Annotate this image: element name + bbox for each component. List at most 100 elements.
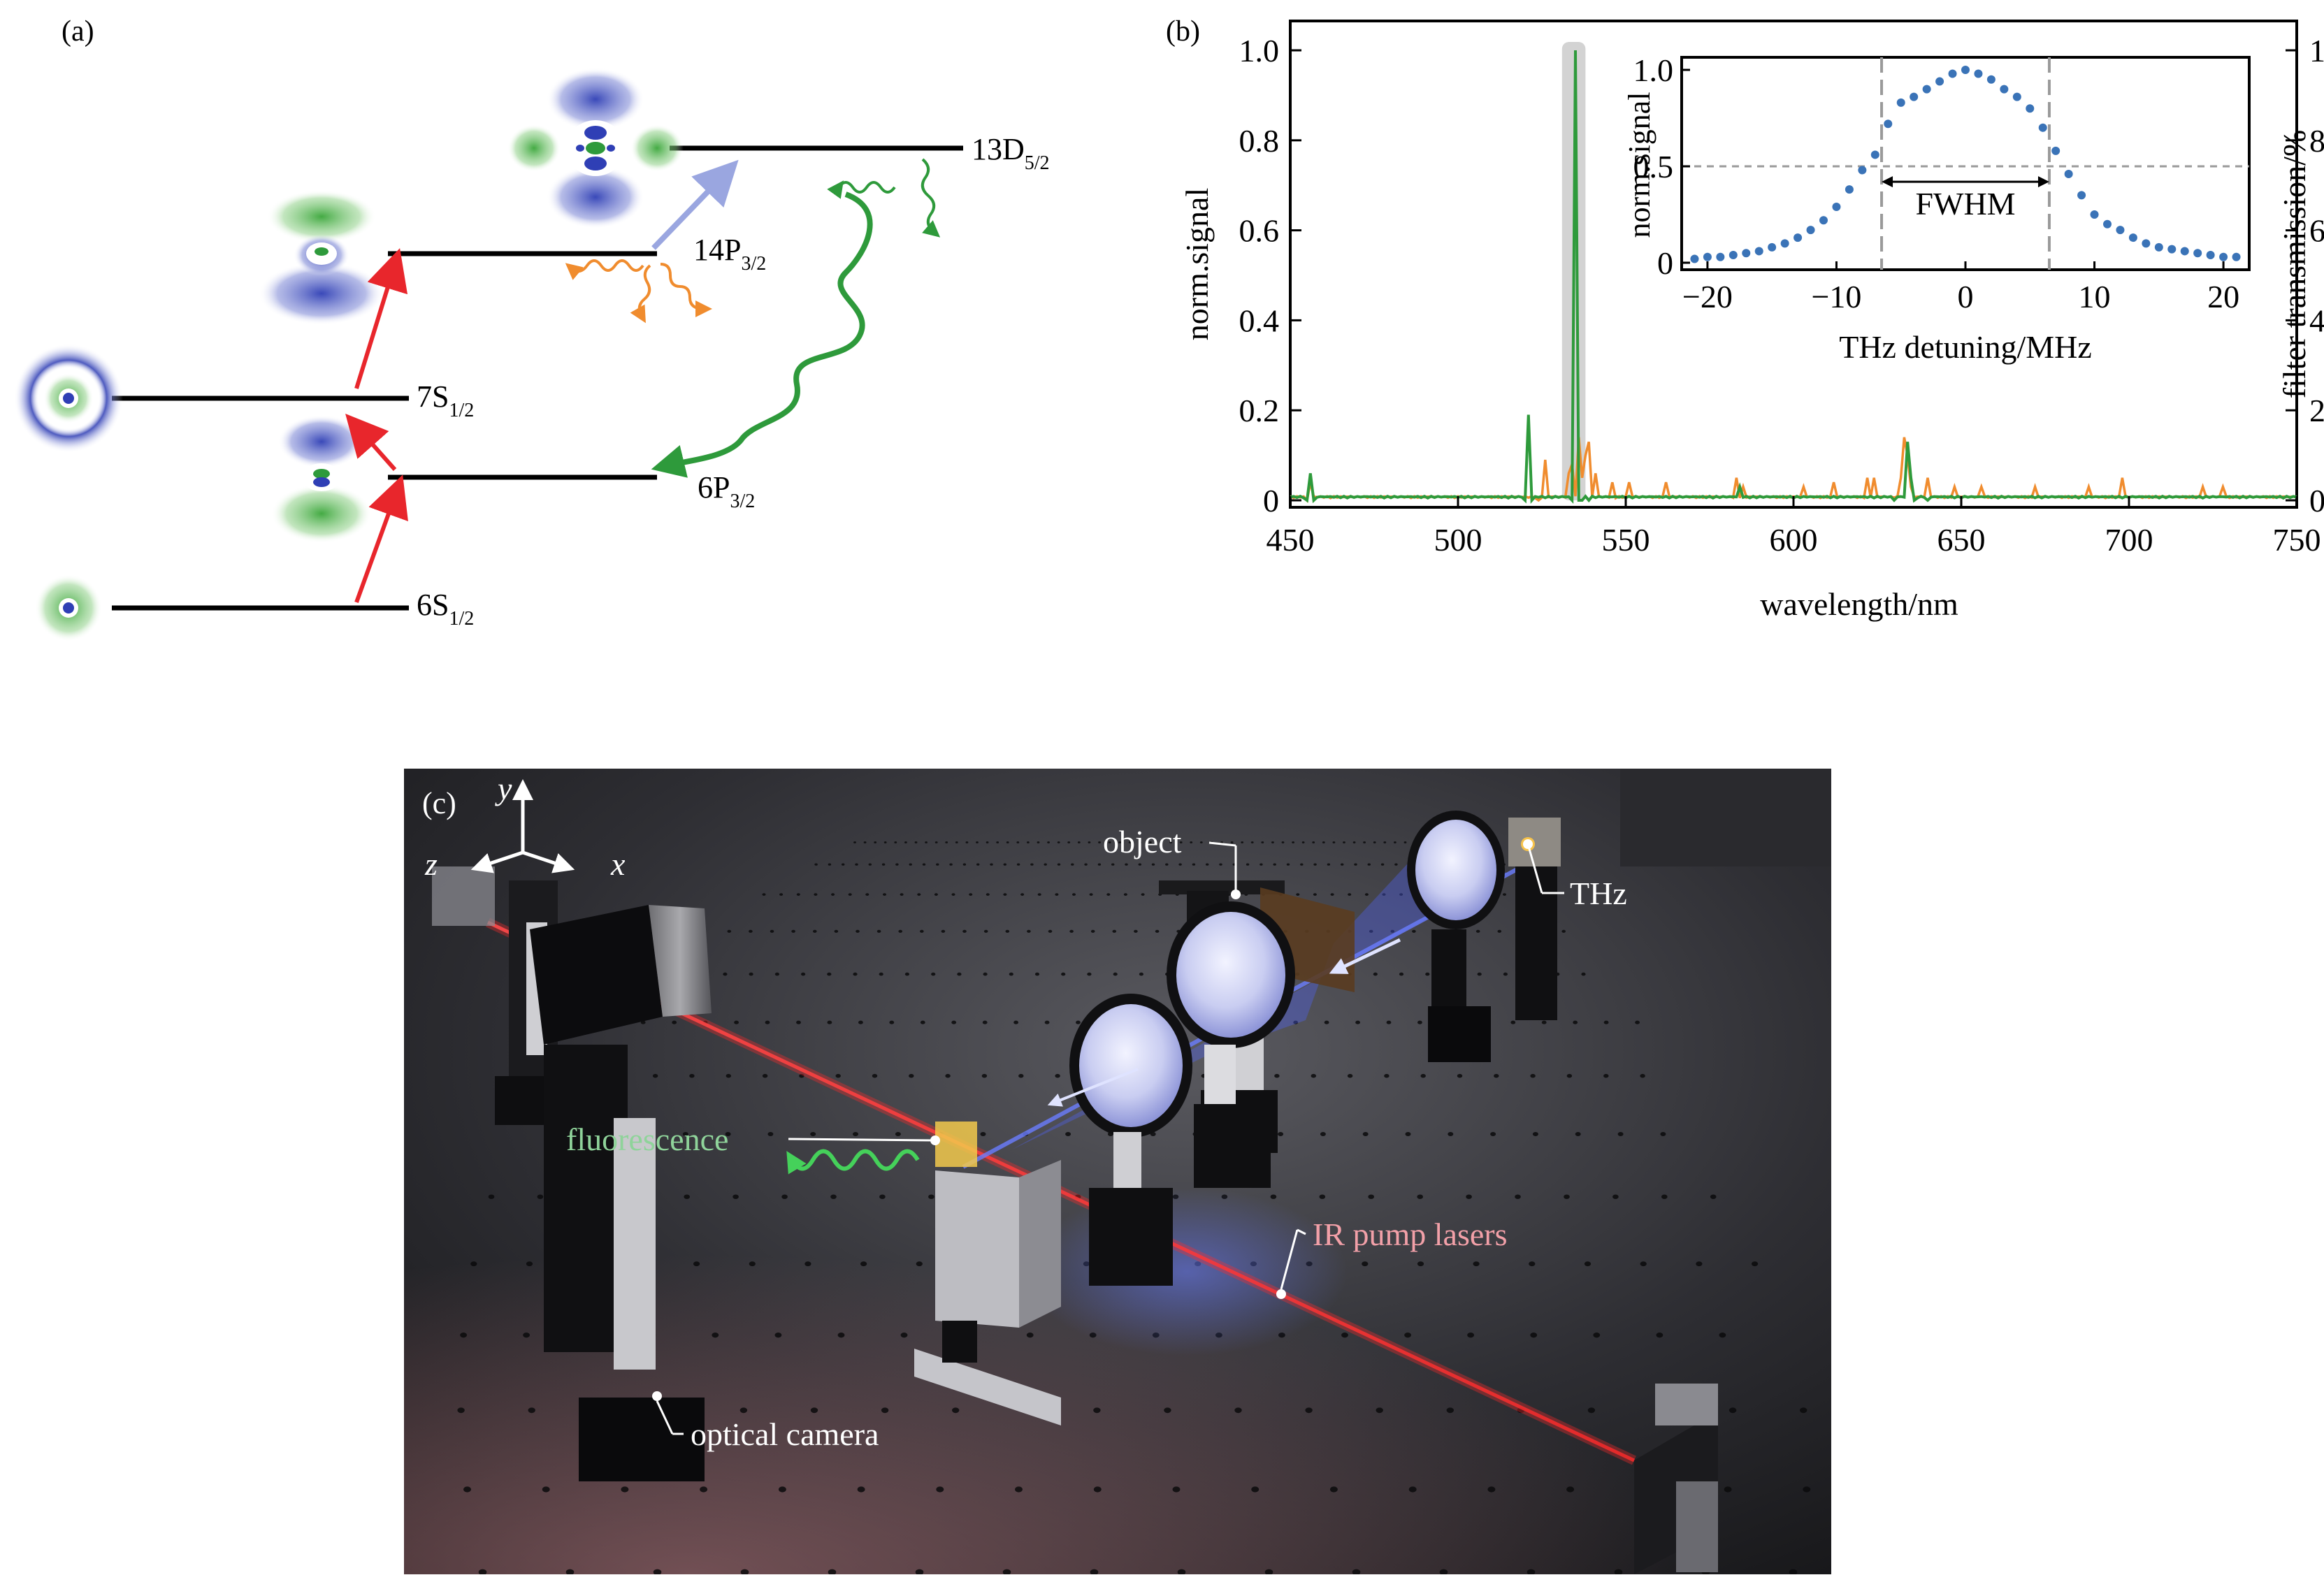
table-hole	[883, 841, 887, 843]
table-hole	[1612, 1194, 1619, 1199]
experimental-setup-render: y z x (c)	[404, 769, 1831, 1574]
table-hole	[853, 972, 858, 976]
table-hole	[765, 1020, 770, 1024]
table-hole	[652, 1073, 658, 1078]
table-hole	[951, 893, 955, 896]
table-hole	[865, 893, 869, 896]
table-hole	[460, 1333, 467, 1338]
table-hole	[934, 893, 938, 896]
orbital-13d	[507, 68, 684, 228]
table-hole	[980, 1132, 986, 1136]
table-hole	[734, 1020, 739, 1024]
table-hole	[955, 841, 958, 843]
x-tick-label: 450	[1266, 522, 1315, 558]
table-hole	[1230, 841, 1234, 843]
table-hole	[1037, 841, 1040, 843]
table-hole	[1134, 929, 1138, 933]
callout-object: object	[1103, 824, 1241, 899]
orbital-14p	[259, 190, 384, 325]
table-hole	[1006, 841, 1009, 843]
table-hole	[1322, 841, 1325, 843]
table-hole	[621, 1486, 629, 1493]
fluorescence-emission-wave	[786, 1149, 920, 1175]
table-hole	[1803, 1486, 1811, 1493]
table-hole	[1362, 1261, 1369, 1267]
table-hole	[853, 841, 856, 843]
table-hole	[1343, 841, 1345, 843]
table-hole	[931, 972, 936, 976]
table-hole	[1165, 863, 1169, 866]
table-hole	[1789, 1569, 1798, 1574]
table-hole	[1172, 1486, 1181, 1493]
table-hole	[488, 1194, 495, 1199]
table-hole	[1575, 1132, 1581, 1136]
table-hole	[542, 1486, 550, 1493]
table-hole	[1037, 893, 1041, 896]
inset-data-point	[1870, 150, 1879, 159]
table-hole	[1529, 1261, 1536, 1267]
table-hole	[689, 1073, 695, 1078]
table-hole	[889, 1020, 895, 1024]
table-hole	[1169, 841, 1172, 843]
inset-data-point	[2206, 250, 2215, 259]
table-hole	[957, 972, 962, 976]
y2-tick-label: 20	[2309, 393, 2324, 428]
table-hole	[1020, 893, 1025, 896]
table-hole	[1270, 1194, 1277, 1199]
table-hole	[1234, 1407, 1242, 1414]
inset-data-point	[2180, 247, 2189, 256]
inset-data-point	[2026, 104, 2035, 113]
table-hole	[1417, 1020, 1422, 1024]
table-hole	[1271, 841, 1274, 843]
table-hole	[828, 863, 832, 866]
table-hole	[855, 863, 858, 866]
table-hole	[1047, 841, 1050, 843]
table-hole	[868, 863, 872, 866]
y2-tick-label: 40	[2309, 303, 2324, 338]
table-hole	[1660, 1132, 1666, 1136]
table-hole	[463, 1486, 471, 1493]
table-hole	[1710, 1194, 1717, 1199]
table-hole	[1341, 1333, 1348, 1338]
callout-ir-pump-label: IR pump lasers	[1313, 1217, 1508, 1252]
table-hole	[1320, 1132, 1326, 1136]
table-hole	[1348, 893, 1352, 896]
inset-data-point	[1754, 247, 1763, 256]
table-hole	[1015, 1486, 1023, 1493]
pump-arrow-6p-7s	[345, 414, 397, 471]
table-hole	[834, 929, 839, 933]
inset-data-point	[1858, 166, 1867, 175]
table-hole	[909, 1073, 914, 1078]
table-hole	[920, 929, 924, 933]
pump-arrow-7s-14p	[354, 248, 408, 389]
fluorescence-wave	[651, 191, 873, 478]
inset-data-point	[1884, 119, 1893, 129]
inset-x-tick-label: 20	[2207, 279, 2239, 314]
callout-camera: optical camera	[652, 1391, 879, 1452]
inset-data-point	[1922, 85, 1931, 94]
table-hole	[1587, 1407, 1596, 1414]
table-hole	[1584, 1261, 1592, 1267]
table-hole	[774, 972, 779, 976]
table-hole	[1164, 1407, 1171, 1414]
table-hole	[1373, 841, 1376, 843]
table-hole	[1093, 1486, 1102, 1493]
table-hole	[1383, 841, 1387, 843]
table-hole	[779, 893, 784, 896]
inset-data-point	[2219, 252, 2228, 261]
table-hole	[1065, 1132, 1071, 1136]
coordinate-axes: y z x	[424, 771, 626, 882]
inset-data-point	[2012, 92, 2021, 101]
table-hole	[1566, 1073, 1573, 1078]
table-hole	[565, 1569, 575, 1574]
table-hole	[835, 1073, 841, 1078]
x-tick-label: 650	[1937, 522, 1986, 558]
table-hole	[537, 1194, 544, 1199]
x-axis-letter: x	[610, 846, 626, 882]
table-hole	[1018, 1073, 1024, 1078]
right-end-mount	[1634, 1384, 1718, 1574]
table-hole	[900, 1333, 908, 1338]
table-hole	[1417, 1194, 1423, 1199]
y-tick-label: 0.8	[1239, 123, 1280, 159]
table-hole	[1097, 863, 1102, 866]
